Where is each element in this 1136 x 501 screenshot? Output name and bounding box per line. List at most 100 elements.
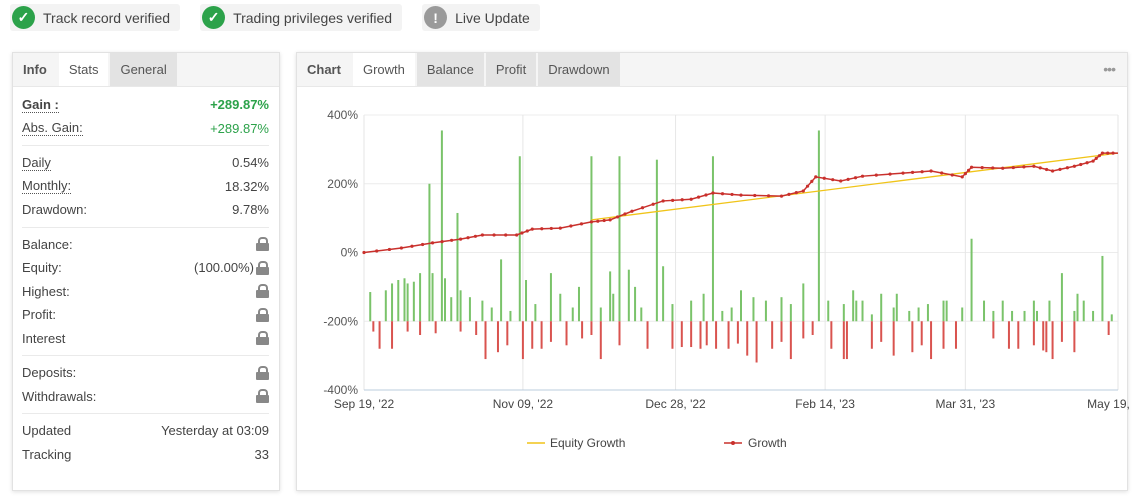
- bar-down: [406, 321, 409, 332]
- equity-value: (100.00%): [194, 260, 254, 276]
- bar-down: [755, 321, 758, 363]
- growth-marker: [623, 212, 627, 216]
- check-circle-icon: ✓: [202, 6, 226, 29]
- bar-down: [581, 321, 584, 339]
- growth-marker: [1097, 154, 1102, 158]
- tab-profit[interactable]: Profit: [485, 53, 539, 86]
- bar-up: [842, 304, 845, 322]
- growth-marker: [1072, 164, 1076, 168]
- chart-tabs: Chart Growth Balance Profit Drawdown: [297, 53, 1127, 87]
- daily-value: 0.54%: [232, 155, 269, 171]
- growth-marker: [410, 244, 414, 248]
- growth-marker: [940, 171, 944, 175]
- bar-up: [1048, 300, 1051, 322]
- bar-up: [456, 212, 459, 322]
- gain-label[interactable]: Gain :: [22, 96, 59, 113]
- tab-general[interactable]: General: [110, 53, 179, 86]
- bar-up: [599, 307, 602, 322]
- bar-up: [817, 130, 820, 322]
- bar-up: [702, 293, 705, 322]
- growth-marker: [589, 220, 594, 224]
- bar-down: [1007, 321, 1010, 349]
- bar-up: [855, 300, 858, 322]
- growth-marker: [492, 233, 496, 237]
- growth-marker: [794, 191, 798, 195]
- bar-down: [599, 321, 602, 360]
- x-tick-label: Nov 09, '22: [493, 397, 554, 411]
- bar-up: [440, 130, 443, 322]
- bar-down: [746, 321, 749, 356]
- growth-marker: [420, 242, 425, 247]
- verification-badges: ✓ Track record verified ✓ Trading privileg…: [10, 4, 540, 31]
- growth-line: [363, 152, 1118, 254]
- growth-marker: [831, 178, 835, 182]
- bar-up: [509, 310, 512, 322]
- growth-marker: [779, 194, 784, 198]
- monthly-value: 18.32%: [224, 178, 269, 194]
- monthly-label[interactable]: Monthly:: [22, 178, 72, 195]
- lock-icon: [256, 365, 269, 380]
- bar-down: [942, 321, 945, 349]
- bar-up: [752, 297, 755, 322]
- legend-growth: Growth: [748, 436, 787, 450]
- growth-marker: [520, 231, 524, 235]
- growth-marker: [960, 175, 964, 179]
- bar-up: [559, 293, 562, 322]
- bar-down: [880, 321, 883, 342]
- bar-down: [646, 321, 649, 349]
- x-tick-label: Feb 14, '23: [795, 397, 855, 411]
- bar-down: [705, 321, 708, 346]
- bar-down: [506, 321, 509, 346]
- bar-up: [764, 300, 767, 322]
- bar-down: [690, 321, 693, 348]
- badge-label: Trading privileges verified: [233, 9, 393, 26]
- growth-marker: [753, 193, 757, 198]
- drawdown-label: Drawdown:: [22, 202, 88, 218]
- bar-down: [954, 321, 957, 349]
- bar-up: [690, 300, 693, 322]
- growth-marker: [466, 236, 470, 240]
- more-options-icon[interactable]: •••: [1103, 61, 1116, 77]
- growth-marker: [814, 175, 818, 179]
- bar-up: [518, 156, 521, 322]
- growth-marker: [1091, 159, 1095, 163]
- growth-marker: [969, 165, 974, 169]
- bar-down: [845, 321, 848, 360]
- bar-up: [1035, 310, 1038, 322]
- growth-marker: [1022, 165, 1026, 169]
- withdrawals-row: Withdrawals:: [22, 385, 269, 409]
- tab-stats[interactable]: Stats: [58, 53, 111, 86]
- bar-down: [811, 321, 814, 335]
- growth-marker: [730, 192, 734, 197]
- bar-down: [1045, 321, 1048, 353]
- growth-marker: [473, 234, 478, 238]
- growth-marker: [1011, 165, 1015, 170]
- abs-gain-value: +289.87%: [210, 120, 269, 136]
- bar-up: [970, 238, 973, 322]
- growth-marker: [963, 172, 967, 176]
- bar-down: [992, 321, 995, 339]
- tab-chart[interactable]: Chart: [297, 53, 353, 86]
- x-tick-label: May 19, '23: [1087, 397, 1129, 411]
- tab-drawdown[interactable]: Drawdown: [538, 53, 622, 86]
- growth-marker: [504, 233, 508, 237]
- tab-info[interactable]: Info: [13, 53, 59, 86]
- bar-up: [627, 269, 630, 322]
- daily-label[interactable]: Daily: [22, 154, 51, 171]
- tab-balance[interactable]: Balance: [416, 53, 486, 86]
- tab-growth[interactable]: Growth: [352, 53, 417, 86]
- abs-gain-label[interactable]: Abs. Gain:: [22, 120, 83, 137]
- growth-marker: [1085, 161, 1089, 165]
- growth-marker: [860, 174, 865, 178]
- growth-marker: [530, 227, 534, 231]
- growth-marker: [1111, 151, 1115, 155]
- growth-marker: [458, 237, 463, 241]
- bar-up: [945, 300, 948, 322]
- growth-marker: [399, 246, 403, 250]
- lock-icon: [256, 331, 269, 346]
- updated-label: Updated: [22, 423, 72, 439]
- growth-marker: [671, 198, 675, 202]
- bar-down: [434, 321, 437, 334]
- growth-marker: [661, 199, 665, 203]
- tracking-row: Tracking 33: [22, 443, 269, 467]
